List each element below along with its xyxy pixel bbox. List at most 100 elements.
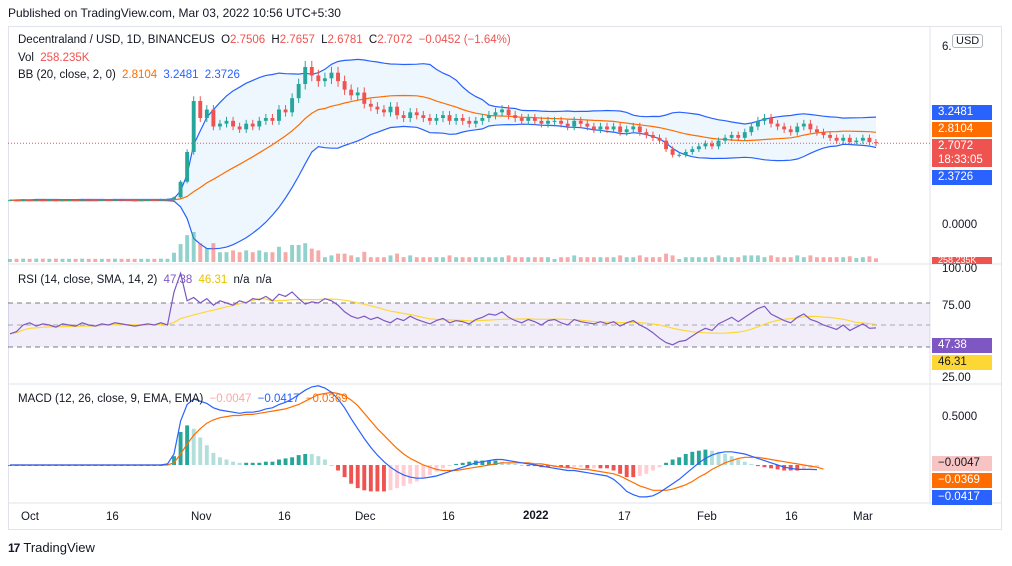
volume-bar xyxy=(572,255,577,262)
macd-histogram-bar xyxy=(250,462,255,465)
volume-bar xyxy=(67,258,71,262)
volume-bar xyxy=(854,258,859,262)
time-label-2022: 2022 xyxy=(523,510,549,522)
macd-histogram-bar xyxy=(749,463,754,465)
macd-histogram-bar xyxy=(421,465,426,479)
candle-body xyxy=(211,109,216,127)
ohlc-h: 2.7657 xyxy=(279,34,315,46)
macd-histogram-bar xyxy=(270,461,275,465)
candle-body xyxy=(421,115,426,118)
macd-histogram-bar xyxy=(683,454,688,465)
macd-signal-tag: −0.0369 xyxy=(932,473,992,488)
volume-bar xyxy=(132,258,137,262)
volume-bar xyxy=(710,257,714,262)
candle-body xyxy=(414,112,419,116)
candle-body xyxy=(821,132,826,135)
candle-body xyxy=(257,120,262,127)
macd-line xyxy=(10,385,818,498)
candle-body xyxy=(145,199,150,201)
symbol-title[interactable]: Decentraland / USD, 1D, BINANCEUS xyxy=(18,34,215,46)
macd-histogram-bar xyxy=(755,465,760,467)
volume-bar xyxy=(139,258,144,262)
currency-button[interactable]: USD xyxy=(952,34,984,48)
candle-body xyxy=(67,199,71,201)
volume-bar xyxy=(47,258,52,262)
candle-body xyxy=(611,126,616,130)
macd-histogram-bar xyxy=(395,465,400,489)
candle-body xyxy=(172,197,176,200)
candle-body xyxy=(126,199,131,201)
volume-bar xyxy=(204,248,209,262)
volume-bar xyxy=(427,257,432,262)
ohlc-o-label: O xyxy=(221,34,231,46)
macd-histogram-bar xyxy=(322,459,327,465)
candle-body xyxy=(749,126,754,133)
volume-bar xyxy=(539,257,544,262)
volume-bar xyxy=(349,255,354,262)
time-label-feb: Feb xyxy=(697,511,717,523)
macd-histogram-bar xyxy=(605,465,609,469)
candle-body xyxy=(473,120,478,124)
candle-body xyxy=(93,199,98,201)
footer[interactable]: 17 TradingView xyxy=(8,540,95,555)
volume-bar xyxy=(788,257,793,262)
macd-legend[interactable]: MACD (12, 26, close, 9, EMA, EMA) −0.004… xyxy=(18,393,351,405)
volume-bar xyxy=(782,257,787,262)
macd-histogram-bar xyxy=(217,457,222,465)
volume-bar xyxy=(624,257,629,262)
macd-histogram-bar xyxy=(637,465,642,476)
volume-bar xyxy=(250,252,255,262)
candle-body xyxy=(303,67,308,84)
volume-bar xyxy=(126,258,131,262)
vol-legend[interactable]: Vol 258.235K xyxy=(18,52,92,64)
volume-bar xyxy=(847,256,852,262)
macd-histogram-bar xyxy=(290,457,295,465)
volume-bar xyxy=(775,257,780,262)
candle-body xyxy=(283,109,288,113)
volume-bar xyxy=(749,255,754,262)
volume-bar xyxy=(34,258,39,262)
candle-body xyxy=(408,112,413,118)
candle-body xyxy=(867,137,872,143)
candle-body xyxy=(716,140,721,147)
candle-body xyxy=(624,129,629,133)
candle-body xyxy=(631,126,636,130)
macd-histogram-bar xyxy=(591,465,596,469)
volume-bar xyxy=(21,258,26,262)
candle-body xyxy=(801,123,806,127)
candle-body xyxy=(14,200,19,202)
time-label-16-oct: 16 xyxy=(106,511,119,523)
macd-histogram-bar xyxy=(703,449,708,465)
bb-legend[interactable]: BB (20, close, 2, 0) 2.8104 3.2481 2.372… xyxy=(18,69,243,81)
macd-histogram-bar xyxy=(578,465,583,468)
macd-histogram-bar xyxy=(329,465,334,466)
candle-body xyxy=(244,123,249,130)
candle-body xyxy=(650,135,655,138)
candle-body xyxy=(224,120,229,124)
volume-bar xyxy=(677,259,682,262)
macd-histogram-bar xyxy=(172,456,176,465)
macd-histogram-bar xyxy=(191,428,196,465)
volume-bar xyxy=(231,250,236,262)
candle-body xyxy=(336,72,340,82)
vol-value: 258.235K xyxy=(40,52,90,64)
volume-bar xyxy=(270,252,275,262)
candle-body xyxy=(736,135,741,138)
volume-bar xyxy=(795,255,800,262)
macd-histogram-bar xyxy=(624,465,629,478)
macd-tick-05: 0.5000 xyxy=(942,411,978,423)
rsi-legend[interactable]: RSI (14, close, SMA, 14, 2) 47.38 46.31 … xyxy=(18,274,275,286)
candle-body xyxy=(296,84,301,99)
volume-bar xyxy=(480,257,485,262)
candle-body xyxy=(710,143,714,147)
volume-bar xyxy=(546,257,550,262)
volume-bar xyxy=(217,252,222,262)
volume-bar xyxy=(742,255,747,262)
volume-bar xyxy=(552,259,557,262)
candle-body xyxy=(539,120,544,124)
volume-bar xyxy=(53,258,58,262)
candle-body xyxy=(546,120,550,124)
macd-histogram-bar xyxy=(769,465,773,469)
candle-body xyxy=(119,199,124,201)
